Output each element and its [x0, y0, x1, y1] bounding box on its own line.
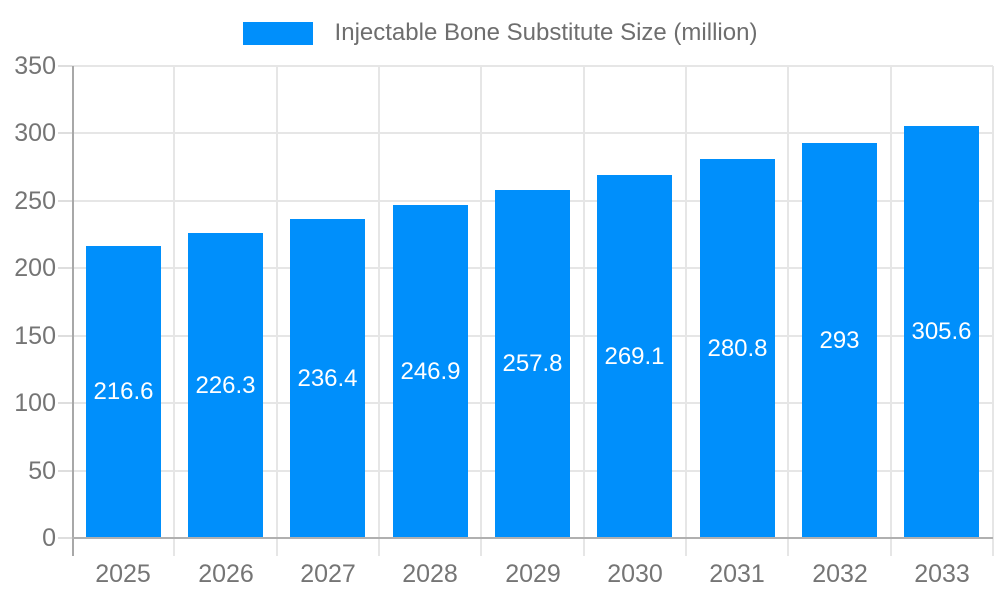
- y-axis-line: [72, 66, 74, 556]
- gridline-horizontal: [72, 65, 993, 67]
- legend-item[interactable]: Injectable Bone Substitute Size (million…: [242, 19, 758, 47]
- gridline-vertical: [787, 66, 790, 556]
- y-axis-tick: [58, 199, 72, 202]
- gridline-horizontal: [72, 132, 993, 135]
- x-tick-label: 2026: [198, 560, 254, 588]
- bar-value-label: 305.6: [911, 318, 972, 345]
- x-axis-line: [72, 537, 993, 539]
- bar-2026[interactable]: 226.3: [188, 233, 263, 538]
- legend-label: Injectable Bone Substitute Size (million…: [334, 19, 758, 46]
- bar-value-label: 280.8: [707, 335, 768, 362]
- gridline-vertical: [275, 66, 278, 556]
- y-axis-tick: [58, 402, 72, 405]
- bar-value-label: 269.1: [604, 343, 665, 370]
- y-tick-label: 0: [42, 524, 56, 552]
- bar-value-label: 246.9: [400, 358, 461, 385]
- legend-swatch: [242, 21, 313, 45]
- x-tick-label: 2028: [402, 560, 458, 588]
- gridline-vertical: [685, 66, 687, 556]
- x-tick-label: 2032: [812, 560, 868, 588]
- y-tick-label: 200: [14, 254, 56, 283]
- bar-2032[interactable]: 293: [802, 143, 877, 538]
- bar-2025[interactable]: 216.6: [86, 246, 161, 538]
- bar-value-label: 257.8: [502, 350, 563, 377]
- bar-value-label: 293: [819, 327, 860, 354]
- bar-2028[interactable]: 246.9: [393, 205, 468, 538]
- bar-value-label: 226.3: [195, 372, 256, 399]
- legend: Injectable Bone Substitute Size (million…: [0, 18, 1000, 48]
- y-tick-label: 350: [14, 52, 56, 80]
- y-axis-tick: [58, 469, 72, 472]
- x-tick-label: 2030: [607, 560, 663, 588]
- y-axis-tick: [58, 537, 72, 539]
- bar-value-label: 216.6: [93, 378, 154, 405]
- bar-2029[interactable]: 257.8: [495, 190, 570, 538]
- y-tick-label: 300: [14, 119, 56, 148]
- x-tick-label: 2027: [300, 560, 356, 588]
- bar-2030[interactable]: 269.1: [597, 175, 672, 538]
- bar-2033[interactable]: 305.6: [904, 126, 979, 538]
- gridline-vertical: [889, 66, 892, 556]
- y-tick-label: 150: [14, 321, 56, 350]
- x-tick-label: 2029: [505, 560, 561, 588]
- y-axis-tick: [58, 132, 72, 135]
- bar-value-label: 236.4: [297, 365, 358, 392]
- gridline-vertical: [378, 66, 380, 556]
- y-axis-tick: [58, 267, 72, 270]
- y-tick-label: 100: [14, 389, 56, 418]
- y-tick-label: 50: [28, 456, 56, 485]
- y-tick-label: 250: [14, 186, 56, 215]
- x-tick-label: 2031: [709, 560, 765, 588]
- gridline-vertical: [173, 66, 176, 556]
- gridline-vertical: [480, 66, 483, 556]
- bar-2027[interactable]: 236.4: [290, 219, 365, 538]
- y-axis-tick: [58, 334, 72, 337]
- bar-2031[interactable]: 280.8: [700, 159, 775, 538]
- x-tick-label: 2033: [914, 560, 970, 588]
- gridline-vertical: [992, 66, 994, 556]
- y-axis-tick: [58, 65, 72, 67]
- gridline-vertical: [582, 66, 585, 556]
- x-tick-label: 2025: [95, 560, 151, 588]
